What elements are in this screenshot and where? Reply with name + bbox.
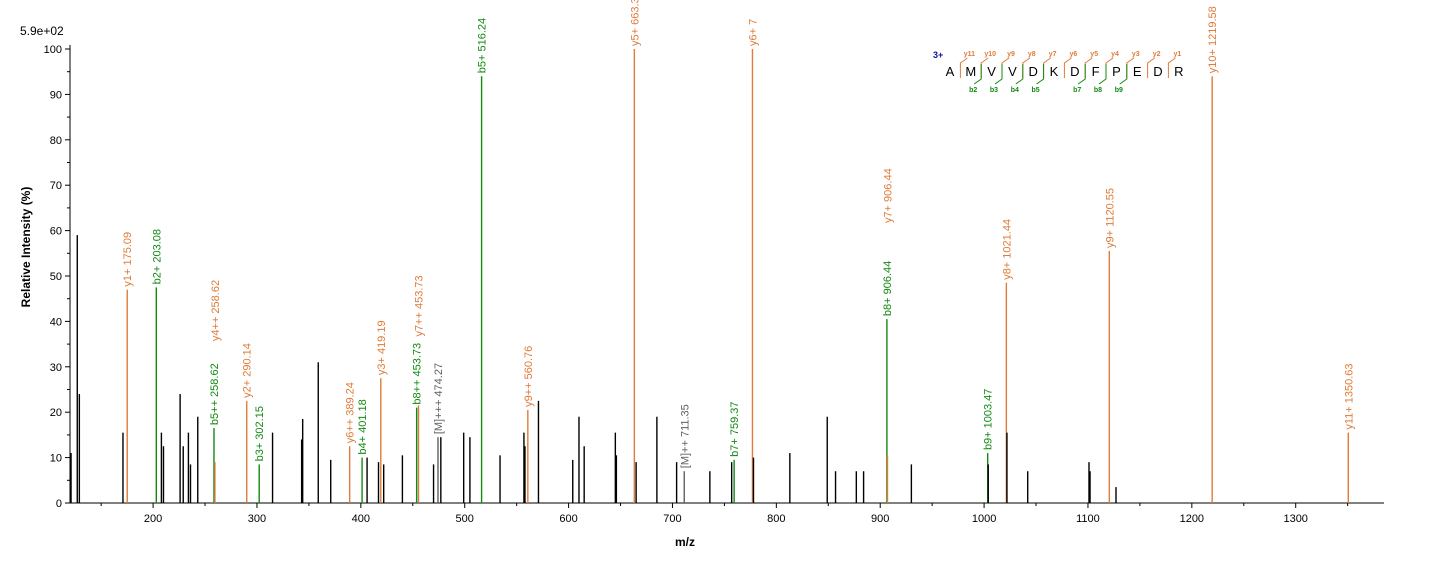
peak-label: b5++ 258.62 <box>209 363 221 425</box>
y-tick-label: 20 <box>50 407 62 419</box>
sequence-residue: V <box>1008 64 1017 79</box>
b-ion-label: b4 <box>1011 87 1019 94</box>
peak-label: b2+ 203.08 <box>151 229 163 284</box>
peak-label: b4+ 401.18 <box>357 399 369 454</box>
peak-label: y4++ 258.62 <box>210 280 222 341</box>
peak-label: y9++ 560.76 <box>523 346 535 407</box>
y-ion-bracket <box>1063 57 1072 78</box>
peak-label: [M]+++ 474.27 <box>433 363 445 434</box>
intensity-scale-label: 5.9e+02 <box>20 24 64 38</box>
y-ion-label: y5 <box>1090 51 1098 58</box>
y-tick-label: 80 <box>50 135 62 147</box>
y-tick-label: 100 <box>44 44 62 56</box>
b-ion-label: b9 <box>1115 87 1123 94</box>
peak-label: y2+ 290.14 <box>242 343 254 398</box>
y-ion-label: y1 <box>1174 51 1182 58</box>
y-ion-label: y4 <box>1111 51 1119 58</box>
y-ion-label: y6 <box>1070 51 1078 58</box>
y-ion-label: y3 <box>1132 51 1140 58</box>
b-ion-bracket <box>1036 64 1045 85</box>
x-tick-label: 500 <box>456 513 474 525</box>
sequence-residue: P <box>1112 64 1121 79</box>
y-axis-title: Relative Intensity (%) <box>19 187 33 308</box>
x-tick-label: 900 <box>871 513 889 525</box>
peak-label: y1+ 175.09 <box>122 232 134 287</box>
sequence-residue: D <box>1070 64 1079 79</box>
y-tick-label: 60 <box>50 226 62 238</box>
precursor-charge: 3+ <box>933 50 943 60</box>
y-tick-label: 40 <box>50 316 62 328</box>
peak-label: b7+ 759.37 <box>729 401 741 456</box>
peak-label: b8++ 453.73 <box>412 343 424 405</box>
x-tick-label: 600 <box>559 513 577 525</box>
b-ion-bracket <box>994 64 1003 85</box>
sequence-residue: F <box>1092 64 1100 79</box>
peak-label: y10+ 1219.58 <box>1207 6 1219 73</box>
x-tick-label: 1000 <box>972 513 996 525</box>
sequence-residue: A <box>946 64 955 79</box>
b-ion-label: b3 <box>990 87 998 94</box>
y-tick-label: 30 <box>50 362 62 374</box>
y-ion-label: y7 <box>1049 51 1057 58</box>
x-tick-label: 400 <box>352 513 370 525</box>
y-ion-label: y10 <box>984 51 996 58</box>
peak-label: y7++ 453.73 <box>413 275 425 336</box>
sequence-residue: D <box>1153 64 1162 79</box>
sequence-residue: M <box>965 64 976 79</box>
b-ion-label: b5 <box>1032 87 1040 94</box>
y-tick-label: 90 <box>50 89 62 101</box>
peak-label: y5+ 663.31 <box>629 0 641 46</box>
y-tick-label: 70 <box>50 180 62 192</box>
peak-label: y6++ 389.24 <box>345 382 357 443</box>
peak-label: b5+ 516.24 <box>477 18 489 73</box>
y-tick-label: 10 <box>50 453 62 465</box>
peak-label: b3+ 302.15 <box>254 406 266 461</box>
b-ion-label: b8 <box>1094 87 1102 94</box>
y-ion-bracket <box>1147 57 1155 78</box>
x-tick-label: 1100 <box>1076 513 1100 525</box>
peak-label: b9+ 1003.47 <box>983 389 995 450</box>
peak-label: b8+ 906.44 <box>882 261 894 316</box>
y-ion-label: y9 <box>1007 51 1015 58</box>
y-ion-label: y8 <box>1028 51 1036 58</box>
y-ion-label: y11 <box>964 51 975 58</box>
b-ion-label: b2 <box>969 87 977 94</box>
x-tick-label: 800 <box>767 513 785 525</box>
b-ion-bracket <box>1119 64 1128 85</box>
x-tick-label: 1200 <box>1180 513 1204 525</box>
y-ion-bracket <box>959 57 968 78</box>
peak-label: [M]++ 711.35 <box>679 404 691 468</box>
peak-label: y3+ 419.19 <box>376 320 388 375</box>
b-ion-bracket <box>1015 64 1024 85</box>
peak-label: y7+ 906.44 <box>882 168 894 223</box>
y-tick-label: 50 <box>50 271 62 283</box>
b-ion-label: b7 <box>1073 87 1081 94</box>
x-axis-title: m/z <box>675 535 695 549</box>
y-ion-label: y2 <box>1153 51 1161 58</box>
sequence-residue: D <box>1029 64 1038 79</box>
x-tick-label: 300 <box>248 513 266 525</box>
b-ion-bracket <box>1098 64 1107 85</box>
x-tick-label: 200 <box>144 513 162 525</box>
peak-series <box>70 49 1349 503</box>
b-ion-bracket <box>973 64 982 85</box>
peak-label: y8+ 1021.44 <box>1001 219 1013 280</box>
axes: 200 300 400 500 600 700 800 900 1000 1100 1200 1300… <box>44 44 1384 525</box>
peak-label: y9+ 1120.55 <box>1104 188 1116 248</box>
x-tick-label: 700 <box>663 513 681 525</box>
sequence-residue: R <box>1174 64 1183 79</box>
peak-labels: y1+ 175.09 b2+ 203.08 b5++ 258.62 y4++ 258.… <box>122 0 1355 468</box>
y-tick-label: 0 <box>56 498 62 510</box>
peak-label: y6+ 7 <box>747 19 759 46</box>
b-ion-bracket <box>1077 64 1086 85</box>
y-ion-bracket <box>1167 57 1176 78</box>
peak-label: y11+ 1350.63 <box>1343 363 1355 429</box>
x-tick-label: 1300 <box>1283 513 1307 525</box>
sequence-residue: V <box>987 64 996 79</box>
sequence-residue: K <box>1050 64 1059 79</box>
sequence-residue: E <box>1133 64 1142 79</box>
